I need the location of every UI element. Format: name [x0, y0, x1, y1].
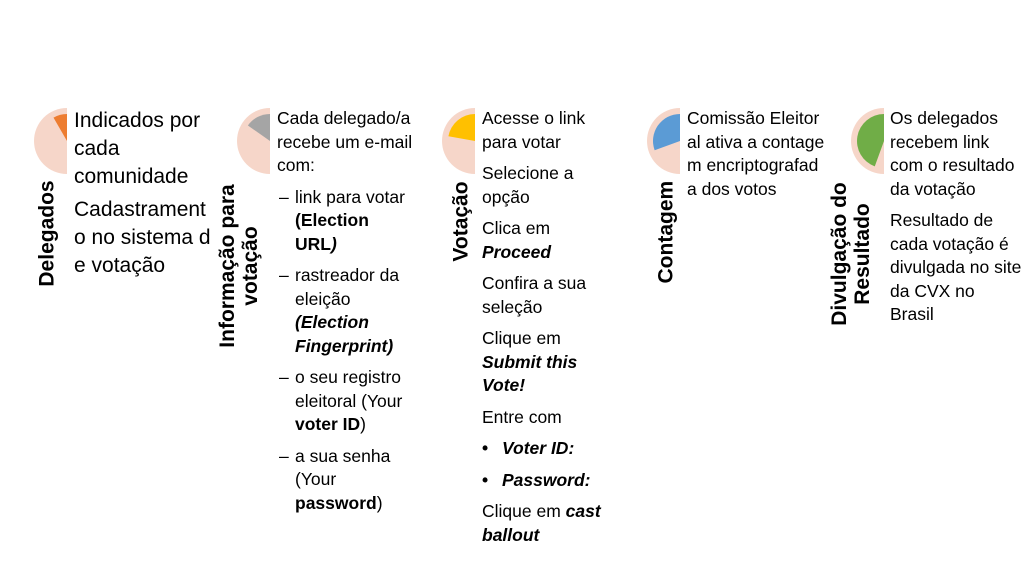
step-text: Acesse o link para votar	[482, 108, 586, 152]
stage-label-line: Informação para	[216, 184, 239, 348]
stage-label-informacao: Informação para votação	[216, 177, 262, 355]
dash-marker: –	[279, 265, 289, 285]
bullet-text: Password:	[502, 469, 591, 490]
stage-text-votacao: Acesse o link para votar Selecione a opç…	[482, 107, 622, 555]
step-text: Entre com	[482, 406, 562, 427]
step-text-emph: Submit this Vote!	[482, 351, 578, 396]
step-text: Comissão Eleitoral ativa a contagem encr…	[687, 108, 825, 199]
stage-label-text: Delegados	[35, 180, 59, 287]
stage-contagem: Contagem Comissão Eleitoral ativa a cont…	[628, 0, 828, 576]
stage-delegados: Delegados Indicados por cada comunidade …	[22, 0, 212, 576]
stage-text-delegados: Indicados por cada comunidade Cadastrame…	[74, 107, 212, 285]
sub-item-text: )	[360, 414, 366, 434]
stage-label-text: Votação	[449, 181, 473, 262]
sub-item-text: o seu registro eleitoral (Your	[295, 367, 403, 411]
stage-label-line: Resultado	[851, 203, 874, 305]
stage-intro: Cada delegado/a recebe um e-mail com:	[277, 108, 413, 175]
sub-item-emph: (Election URL	[295, 210, 369, 254]
bullet-text: Voter ID:	[502, 438, 575, 458]
pie-wedge	[247, 114, 270, 141]
stage-divulgacao: Divulgação do Resultado Os delegados rec…	[828, 0, 1024, 576]
stage-informacao: Informação para votação Cada delegado/a …	[216, 0, 418, 576]
step-text: Os delegados recebem link com o resultad…	[890, 108, 1015, 199]
step-text: Selecione a opção	[482, 163, 574, 207]
sub-item-text: a sua senha (Your	[295, 445, 391, 490]
stage-label-line: Divulgação do	[828, 182, 851, 326]
progress-pie-delegados	[34, 108, 67, 174]
progress-pie-contagem	[647, 108, 680, 174]
sub-item-emph: )	[330, 233, 337, 254]
sub-item-text: )	[376, 492, 383, 513]
stage-label-votacao: Votação	[450, 172, 473, 272]
dash-marker: –	[279, 445, 289, 466]
step-text: Clica em Proceed	[482, 217, 622, 264]
sub-item: – rastreador da eleição (Election Fingerp…	[277, 264, 415, 358]
progress-pie-divulgacao	[851, 108, 884, 174]
bullet-marker: •	[482, 469, 489, 490]
stage-label-text: Contagem	[654, 180, 678, 284]
step-text: Clique em cast ballout	[482, 500, 622, 547]
stage-label-delegados: Delegados	[36, 169, 59, 299]
sub-item-emph: voter ID	[295, 414, 361, 434]
stage-text-divulgacao: Os delegados recebem link com o resultad…	[890, 107, 1022, 335]
step-text-emph: cast ballout	[482, 501, 601, 545]
stage-text-informacao: Cada delegado/a recebe um e-mail com: – l…	[277, 107, 415, 523]
bullet-item: • Voter ID:	[482, 437, 622, 461]
pie-wedge	[653, 114, 680, 151]
sub-item: – o seu registro eleitoral (Your voter ID…	[277, 366, 415, 437]
step-text-part: Clica em	[482, 218, 551, 238]
step-text: Clique em Submit this Vote!	[482, 327, 622, 398]
bullet-item: • Password:	[482, 469, 622, 493]
sub-item-emph: password	[295, 492, 377, 513]
dash-marker: –	[279, 186, 289, 207]
progress-pie-votacao	[442, 108, 475, 174]
sub-item-emph: (Election Fingerprint)	[295, 312, 394, 356]
stage-item: Cadastramento no sistema de votação	[74, 198, 211, 277]
sub-item: – link para votar (Election URL)	[277, 186, 415, 257]
stage-votacao: Votação Acesse o link para votar Selecio…	[423, 0, 623, 576]
step-text-part: Clique em	[482, 501, 566, 521]
progress-pie-informacao	[237, 108, 270, 174]
sub-item-text: link para votar	[295, 186, 405, 207]
dash-marker: –	[279, 367, 289, 387]
stage-item: Indicados por cada comunidade	[74, 109, 201, 188]
step-text-emph: Proceed	[482, 241, 552, 262]
stage-label-contagem: Contagem	[654, 180, 678, 284]
step-text: Confira a sua seleção	[482, 273, 587, 317]
stage-text-contagem: Comissão Eleitoral ativa a contagem encr…	[687, 107, 825, 209]
pie-wedge	[53, 114, 67, 141]
bullet-marker: •	[482, 438, 489, 458]
pie-wedge	[857, 114, 884, 167]
stage-label-divulgacao: Divulgação do Resultado	[828, 179, 874, 329]
sub-item: – a sua senha (Your password)	[277, 445, 415, 516]
step-text: Resultado de cada votação é divulgada no…	[890, 210, 1022, 324]
stage-label-line: votação	[239, 226, 262, 306]
sub-item-text: rastreador da eleição	[295, 265, 400, 309]
pie-wedge	[448, 114, 475, 141]
step-text-part: Clique em	[482, 328, 561, 348]
